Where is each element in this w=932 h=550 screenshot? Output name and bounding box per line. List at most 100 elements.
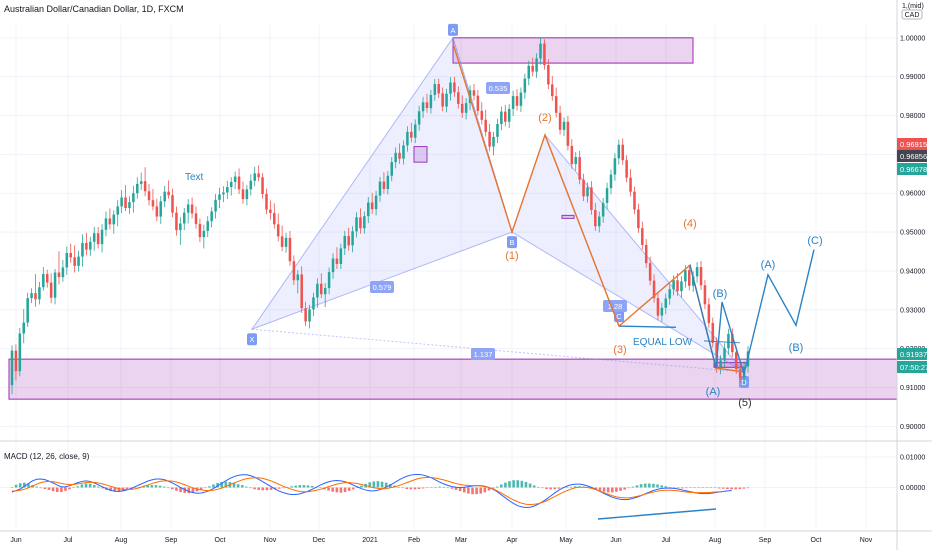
wave-label: (5) <box>738 397 751 409</box>
macd-hist-bar <box>499 484 503 488</box>
x-tick-label: May <box>559 537 573 544</box>
macd-hist-bar <box>483 487 487 493</box>
candle-body <box>590 187 593 210</box>
macd-hist-bar <box>413 487 417 490</box>
macd-hist-bar <box>47 487 51 490</box>
candle-body <box>390 162 394 176</box>
candle-body <box>316 283 319 298</box>
pattern-point-label: X <box>249 335 254 344</box>
candle-body <box>472 90 476 96</box>
x-tick-label: Aug <box>115 537 128 544</box>
macd-hist-bar <box>508 481 511 488</box>
macd-hist-bar <box>615 487 618 492</box>
candle-body <box>57 272 61 278</box>
macd-hist-bar <box>298 485 302 488</box>
candle-body <box>515 96 519 106</box>
macd-hist-bar <box>261 487 265 491</box>
macd-hist-bar <box>179 487 182 493</box>
candle-body <box>406 131 409 146</box>
candle-body <box>453 82 456 93</box>
macd-hist-bar <box>384 482 388 488</box>
price-tag <box>897 163 927 175</box>
candle-body <box>382 181 386 189</box>
macd-hist-bar <box>257 487 261 490</box>
price-axis[interactable]: 1.000000.990000.980000.970000.960000.950… <box>896 0 929 550</box>
price-tag <box>897 150 927 162</box>
y-tick-label: 0.98000 <box>900 113 925 120</box>
macd-hist-bar <box>520 480 524 488</box>
candle-body <box>594 209 597 227</box>
macd-hist-bar <box>224 481 228 488</box>
candle-body <box>370 202 374 210</box>
price-tag-label: 0.91937 <box>900 350 927 359</box>
macd-hist-bar <box>421 487 425 489</box>
macd-hist-bar <box>450 487 454 489</box>
macd-hist-bar <box>545 487 548 490</box>
pattern-point-label: B <box>509 238 514 247</box>
candle-body <box>507 108 511 122</box>
candle-body <box>460 103 464 113</box>
macd-hist-bar <box>487 487 491 491</box>
candle-body <box>691 276 695 286</box>
candle-body <box>539 43 542 59</box>
macd-hist-bar <box>55 487 59 493</box>
candle-body <box>711 322 715 343</box>
macd-hist-bar <box>72 487 75 488</box>
macd-hist-bar <box>199 487 203 490</box>
candle-body <box>147 191 151 201</box>
candle-body <box>128 202 131 208</box>
candle-body <box>523 78 527 93</box>
candle-body <box>237 176 241 190</box>
candle-body <box>14 350 18 372</box>
macd-hist-bar <box>269 487 273 490</box>
candle-body <box>731 333 734 353</box>
price-tag <box>897 138 927 150</box>
candle-body <box>139 181 143 184</box>
macd-hist-bar <box>92 485 96 488</box>
macd-line <box>11 473 732 509</box>
x-tick-label: Oct <box>811 537 822 544</box>
macd-hist-bar <box>689 487 692 488</box>
candle-body <box>417 111 421 125</box>
candle-body <box>644 244 648 264</box>
macd-hist-bar <box>479 487 483 494</box>
macd-hist-bar <box>458 487 462 492</box>
candle-body <box>179 223 182 231</box>
macd-hist-bar <box>216 482 219 488</box>
candle-body <box>484 119 487 132</box>
candle-body <box>198 223 202 238</box>
wave-label: (4) <box>683 218 696 230</box>
candle-body <box>65 253 69 268</box>
wave-label: (1) <box>505 250 518 262</box>
macd-hist-bar <box>471 487 474 495</box>
macd-hist-bar <box>138 486 141 488</box>
macd-hist-bar <box>171 487 174 490</box>
candle-body <box>347 235 350 246</box>
macd-hist-bar <box>290 486 293 488</box>
macd-hist-bar <box>35 486 38 488</box>
macd-hist-bar <box>606 487 610 493</box>
candle-body <box>359 217 362 229</box>
wave-label: (B) <box>713 288 728 300</box>
macd-hist-bar <box>327 487 330 491</box>
macd-hist-bar <box>430 487 433 488</box>
ratio-badge <box>603 300 627 312</box>
macd-hist-bar <box>742 487 746 489</box>
candle-body <box>222 192 225 195</box>
ratio-badge <box>370 281 394 293</box>
price-tag <box>897 348 927 360</box>
macd-hist-bar <box>722 487 725 489</box>
macd-hist-bar <box>294 485 298 488</box>
candle-body <box>601 202 605 217</box>
candlestick-series <box>10 37 750 395</box>
price-tag <box>897 361 927 373</box>
candle-body <box>100 229 104 245</box>
candle-body <box>320 283 323 295</box>
macd-hist-bar <box>154 485 158 488</box>
candle-body <box>280 236 284 247</box>
time-axis[interactable]: Jun Jul Aug Sep Oct Nov Dec 2021 Feb Mar Apr May Jun… <box>0 530 932 544</box>
candle-body <box>292 261 296 281</box>
ratio-badge <box>471 348 495 360</box>
candle-body <box>695 267 699 277</box>
